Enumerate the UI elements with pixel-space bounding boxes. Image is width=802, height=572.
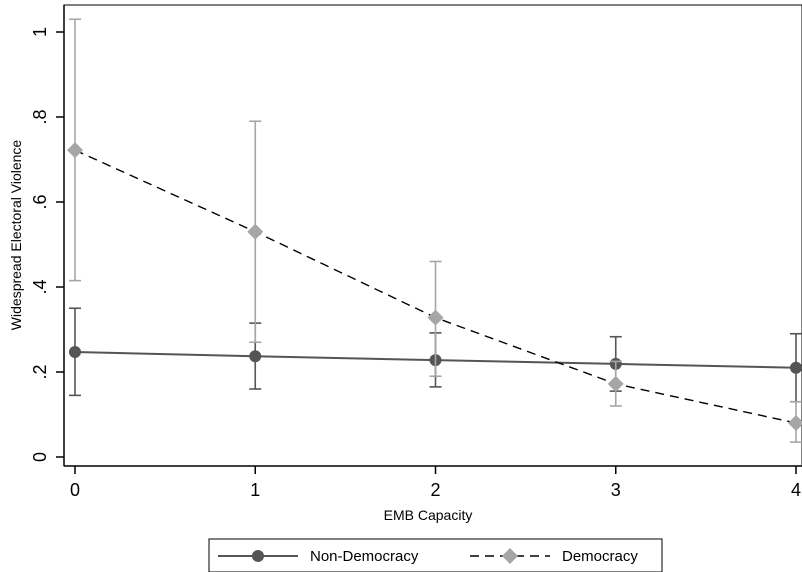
legend-label-non-democracy: Non-Democracy (310, 548, 419, 565)
series-layer (67, 18, 802, 443)
legend-marker-democracy (502, 548, 518, 564)
legend-marker-non-democracy (252, 550, 264, 562)
y-axis-title: Widespread Electoral Violence (8, 140, 24, 331)
data-point (607, 375, 624, 392)
x-axis-title: EMB Capacity (384, 507, 473, 523)
y-tick-label: .4 (30, 279, 50, 294)
x-tick-label: 3 (611, 480, 621, 500)
x-tick-label: 4 (791, 480, 801, 500)
plot-area (63, 4, 802, 467)
y-tick-label: .2 (30, 364, 50, 379)
y-tick-label: .6 (30, 194, 50, 209)
y-ticks: 0 .2 .4 .6 .8 1 (30, 27, 64, 462)
x-ticks: 0 1 2 3 4 (70, 466, 801, 500)
data-point (67, 142, 83, 159)
y-tick-label: 0 (30, 452, 50, 462)
legend: Non-Democracy Democracy (208, 538, 663, 572)
data-point (790, 361, 802, 374)
series-democracy (67, 18, 802, 443)
data-point (69, 346, 81, 359)
data-point (427, 309, 444, 326)
data-point (247, 223, 264, 240)
y-tick-label: .8 (30, 109, 50, 124)
data-point (249, 350, 262, 363)
x-tick-label: 1 (250, 480, 260, 500)
x-tick-label: 0 (70, 480, 80, 500)
y-tick-label: 1 (30, 27, 50, 37)
data-point (788, 415, 802, 431)
legend-label-democracy: Democracy (562, 548, 638, 565)
x-tick-label: 2 (430, 480, 440, 500)
